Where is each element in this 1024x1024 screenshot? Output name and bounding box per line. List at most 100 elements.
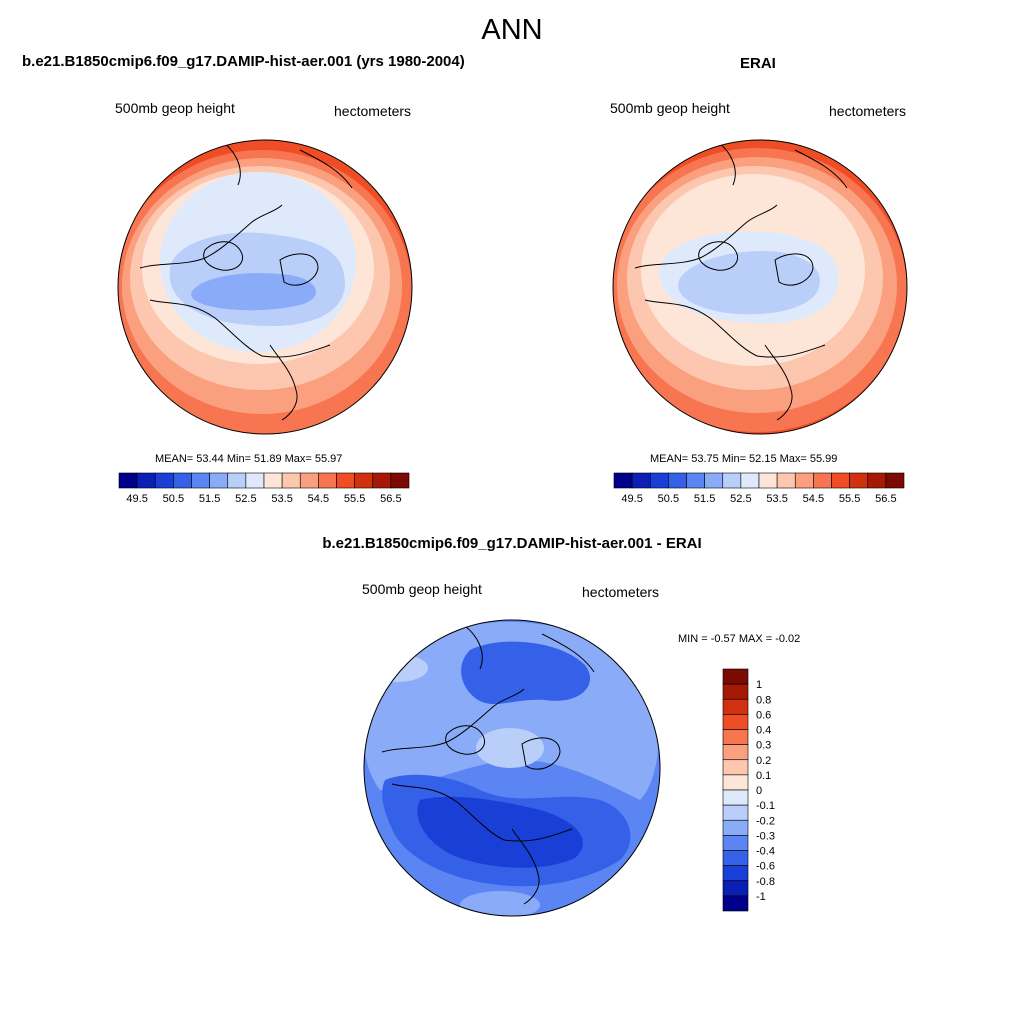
diff-colorbar-tick-label: 0.2 [756, 755, 771, 767]
model-colorbar-tick-label: 54.5 [308, 493, 329, 505]
model-colorbar-swatch [209, 472, 229, 489]
diff-colorbar-swatch [722, 668, 749, 685]
model-stats: MEAN= 53.44 Min= 51.89 Max= 55.97 [155, 453, 343, 465]
panel-title-model: b.e21.B1850cmip6.f09_g17.DAMIP-hist-aer.… [22, 53, 465, 70]
model-colorbar-swatch [372, 472, 392, 489]
diff-colorbar: 1 0.8 0.6 0.4 0.3 0.2 0.1 0 -0.1 -0.2 -0.3 -0.4 -0.6… [722, 668, 775, 912]
diff-colorbar-tick-label: 0.4 [756, 725, 771, 737]
diff-colorbar-tick-label: -0.2 [756, 815, 775, 827]
diff-coastlines [381, 623, 595, 905]
diff-colorbar-tick-label: -0.6 [756, 861, 775, 873]
diff-colorbar-tick-label: 0.3 [756, 740, 771, 752]
erai-colorbar-tick-label: 50.5 [658, 493, 679, 505]
erai-colorbar-swatch [649, 472, 669, 489]
diff-colorbar-swatch [722, 835, 749, 851]
erai-colorbar-swatch [704, 472, 724, 489]
model-map [118, 140, 412, 434]
model-colorbar-swatch [227, 472, 247, 489]
diff-colorbar-swatch [722, 744, 749, 761]
diff-colorbar-tick-label: 0.6 [756, 709, 771, 721]
erai-colorbar-swatch [885, 472, 905, 489]
erai-colorbar-swatch [686, 472, 705, 489]
erai-colorbar-swatch [631, 472, 651, 489]
erai-colorbar-swatch [668, 472, 687, 489]
diff-colorbar-swatch [722, 819, 749, 836]
erai-colorbar-swatch [794, 472, 814, 489]
erai-colorbar-tick-label: 53.5 [766, 493, 787, 505]
model-variable-label: 500mb geop height [115, 100, 235, 116]
diff-colorbar-tick-label: 0.8 [756, 694, 771, 706]
model-colorbar-swatch [336, 472, 355, 489]
diff-colorbar-tick-label: 1 [756, 679, 762, 691]
diff-colorbar-swatch [722, 895, 749, 912]
erai-colorbar-swatch [867, 472, 887, 489]
erai-map [613, 140, 907, 434]
model-colorbar-swatch [318, 472, 337, 489]
diff-colorbar-tick-label: -0.1 [756, 800, 775, 812]
model-colorbar-tick-label: 51.5 [199, 493, 220, 505]
diff-units-label: hectometers [582, 584, 660, 600]
erai-colorbar-swatch [849, 472, 869, 489]
model-colorbar-swatch [173, 472, 192, 489]
diff-colorbar-swatch [722, 683, 749, 700]
erai-colorbar-tick-label: 54.5 [803, 493, 824, 505]
diff-colorbar-swatch [722, 698, 749, 715]
erai-colorbar-tick-label: 52.5 [730, 493, 751, 505]
diff-colorbar-swatch [722, 714, 749, 730]
model-colorbar: 49.5 50.5 51.5 52.5 53.5 54.5 55.5 56.5 [118, 472, 410, 505]
erai-colorbar-tick-label: 55.5 [839, 493, 860, 505]
model-colorbar-swatch [354, 472, 374, 489]
erai-colorbar-tick-label: 49.5 [621, 493, 642, 505]
model-colorbar-swatch [118, 472, 138, 489]
model-units-label: hectometers [334, 103, 412, 119]
erai-units-label: hectometers [829, 103, 907, 119]
main-title: ANN [481, 14, 543, 46]
diff-colorbar-swatch [722, 804, 749, 821]
erai-colorbar-swatch [776, 472, 796, 489]
model-colorbar-swatch [245, 472, 265, 489]
diff-colorbar-tick-label: -1 [756, 891, 766, 903]
diff-stats: MIN = -0.57 MAX = -0.02 [678, 633, 801, 645]
erai-stats: MEAN= 53.75 Min= 52.15 Max= 55.99 [650, 453, 838, 465]
model-colorbar-tick-label: 49.5 [126, 493, 147, 505]
model-colorbar-swatch [263, 472, 283, 489]
panel-title-diff: b.e21.B1850cmip6.f09_g17.DAMIP-hist-aer.… [322, 535, 702, 552]
erai-coastlines [634, 140, 848, 421]
erai-colorbar-swatch [831, 472, 850, 489]
model-colorbar-swatch [154, 472, 174, 489]
model-colorbar-tick-label: 53.5 [271, 493, 292, 505]
diff-colorbar-tick-label: -0.3 [756, 830, 775, 842]
diff-colorbar-tick-label: 0.1 [756, 770, 771, 782]
model-colorbar-swatch [281, 472, 301, 489]
model-colorbar-tick-label: 50.5 [163, 493, 184, 505]
erai-colorbar-swatch [722, 472, 742, 489]
model-colorbar-tick-label: 56.5 [380, 493, 401, 505]
model-colorbar-tick-label: 52.5 [235, 493, 256, 505]
diff-map [364, 620, 660, 916]
diff-colorbar-swatch [722, 759, 749, 776]
erai-colorbar-swatch [740, 472, 760, 489]
panel-title-erai: ERAI [740, 55, 776, 72]
model-colorbar-swatch [299, 472, 319, 489]
erai-colorbar-tick-label: 51.5 [694, 493, 715, 505]
model-colorbar-swatch [136, 472, 156, 489]
diff-colorbar-tick-label: -0.8 [756, 876, 775, 888]
diff-colorbar-swatch [722, 880, 749, 897]
model-colorbar-tick-label: 55.5 [344, 493, 365, 505]
erai-colorbar-swatch [758, 472, 778, 489]
diff-colorbar-tick-label: 0 [756, 785, 762, 797]
erai-colorbar-swatch [813, 472, 832, 489]
model-colorbar-swatch [390, 472, 410, 489]
diff-variable-label: 500mb geop height [362, 581, 482, 597]
diff-colorbar-swatch [722, 789, 749, 806]
diff-colorbar-swatch [722, 774, 749, 791]
model-colorbar-swatch [191, 472, 210, 489]
diff-colorbar-tick-label: -0.4 [756, 846, 775, 858]
erai-colorbar-tick-label: 56.5 [875, 493, 896, 505]
erai-variable-label: 500mb geop height [610, 100, 730, 116]
diff-colorbar-swatch [722, 865, 749, 882]
erai-colorbar-swatch [613, 472, 633, 489]
diff-colorbar-swatch [722, 850, 749, 866]
diff-colorbar-swatch [722, 729, 749, 745]
